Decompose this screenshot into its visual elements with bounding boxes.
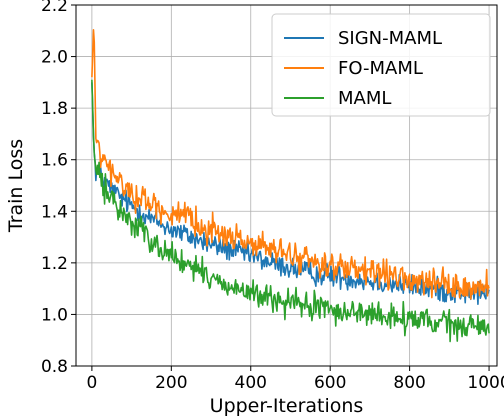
x-tick-label: 0 <box>86 373 97 393</box>
x-tick-label: 200 <box>155 373 187 393</box>
y-tick-label: 2.2 <box>41 0 68 16</box>
legend-box <box>271 13 491 117</box>
legend: SIGN-MAML FO-MAML MAML <box>271 13 491 117</box>
y-tick-label: 2.0 <box>41 48 68 68</box>
x-tick-label: 800 <box>393 373 425 393</box>
x-tick-label: 600 <box>314 373 346 393</box>
y-axis-label: Train Loss <box>5 139 27 233</box>
series-line-fo-maml <box>91 28 490 300</box>
x-tick-label: 400 <box>235 373 267 393</box>
y-tick-label: 1.8 <box>41 99 68 119</box>
y-tick-label: 1.4 <box>41 202 68 222</box>
legend-label-sign-maml: SIGN-MAML <box>338 28 442 49</box>
y-tick-label: 1.6 <box>41 151 68 171</box>
axes-frame <box>75 4 498 367</box>
series-line-maml <box>91 79 490 343</box>
y-tick-label: 0.8 <box>41 357 68 377</box>
plot-area <box>91 28 490 343</box>
legend-label-fo-maml: FO-MAML <box>338 58 423 79</box>
x-axis-label: Upper-Iterations <box>210 395 364 417</box>
legend-label-maml: MAML <box>338 88 391 109</box>
y-tick-label: 1.0 <box>41 305 68 325</box>
y-tick-label: 1.2 <box>41 254 68 274</box>
